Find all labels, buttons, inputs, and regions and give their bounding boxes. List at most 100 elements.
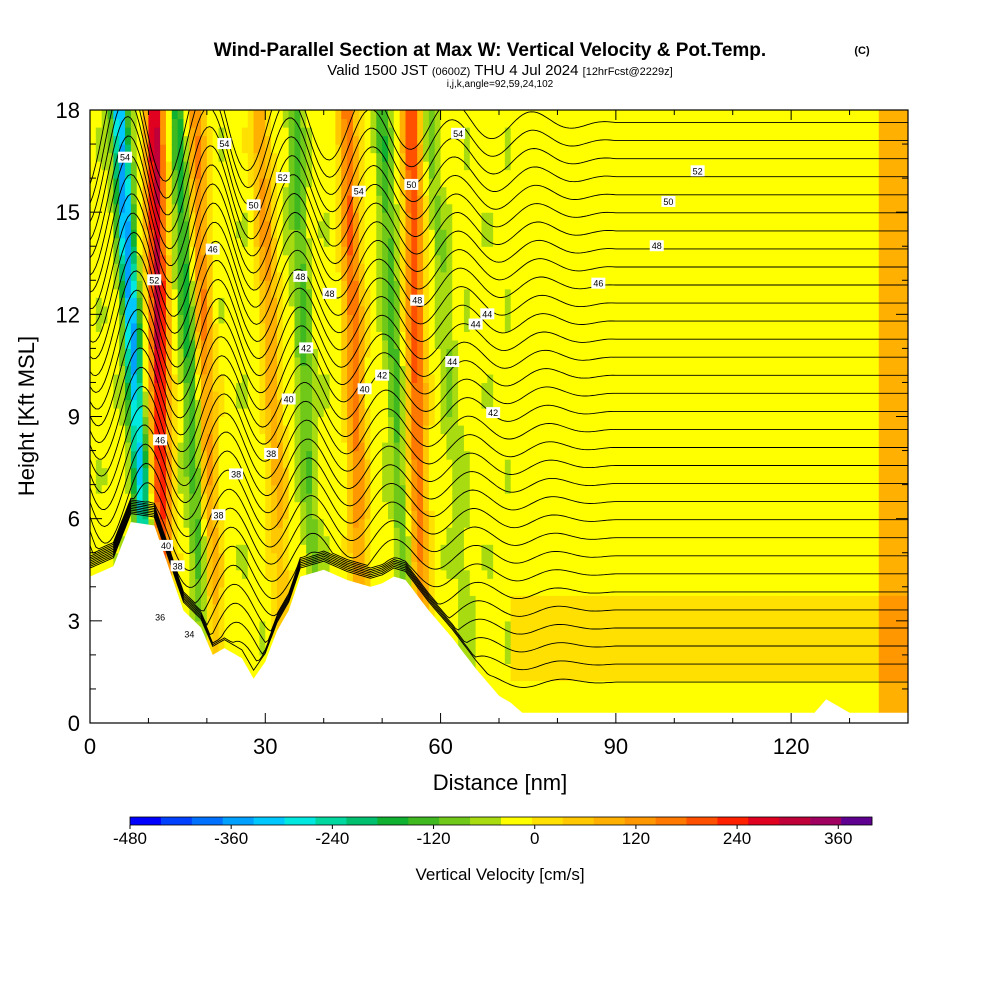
forecast-info: [12hrFcst@2229z] — [583, 66, 673, 78]
theta-contour — [90, 154, 908, 276]
colorbar-tick-label: -360 — [214, 829, 248, 848]
theta-contour — [90, 115, 908, 241]
colorbar-tick-label: -480 — [113, 829, 147, 848]
theta-contour — [90, 513, 908, 688]
contour-label-bg — [264, 447, 279, 459]
x-tick-label: 30 — [253, 734, 277, 759]
theta-contour — [90, 309, 908, 410]
y-tick-label: 3 — [68, 609, 80, 634]
x-tick-label: 60 — [428, 734, 452, 759]
valid-utc: (0600Z) — [432, 66, 471, 78]
contour-label-text: 50 — [249, 200, 259, 210]
colorbar-tick-label: 120 — [622, 829, 650, 848]
colorbar-swatch — [810, 817, 842, 825]
contour-label: 42 — [486, 407, 501, 419]
contour-label: 34 — [182, 628, 197, 640]
contour-label-text: 46 — [208, 245, 218, 255]
y-tick-label: 15 — [56, 200, 80, 225]
valid-time: Valid 1500 JST — [327, 62, 427, 79]
contour-label-text: 44 — [447, 357, 457, 367]
theta-contour — [90, 231, 908, 343]
colorbar-swatch — [841, 817, 873, 825]
contour-label-bg — [486, 407, 501, 419]
x-axis-label: Distance [nm] — [433, 770, 568, 795]
contour-label-bg — [170, 560, 185, 572]
contour-label: 50 — [404, 178, 419, 190]
colorbar-swatch — [439, 817, 471, 825]
theta-contour — [90, 270, 908, 377]
colorbar-swatch — [562, 817, 595, 825]
contour-label-text: 50 — [663, 197, 673, 207]
theta-contour — [90, 173, 908, 293]
theta-contour — [90, 212, 908, 326]
theta-contour — [90, 135, 908, 259]
y-tick-label: 6 — [68, 507, 80, 532]
contour-label-bg — [147, 274, 162, 286]
contour-label-text: 52 — [693, 166, 703, 176]
contour-label-bg — [351, 185, 366, 197]
theta-contours — [90, 110, 908, 688]
contour-label: 40 — [281, 393, 296, 405]
theta-contour — [90, 462, 908, 544]
theta-contour — [90, 251, 908, 360]
colorbar-swatch — [470, 817, 502, 825]
colorbar-swatch — [624, 817, 656, 825]
grid-indices: i,j,k,angle=92,59,24,102 — [447, 79, 554, 90]
theta-contour — [90, 482, 908, 554]
contour-label-bg — [591, 277, 606, 289]
theta-contour — [90, 110, 908, 204]
contour-label-bg — [217, 138, 232, 150]
theta-contour — [90, 443, 908, 527]
contour-label-bg — [690, 165, 705, 177]
contour-label: 52 — [147, 274, 162, 286]
contour-label-text: 40 — [284, 394, 294, 404]
contour-label-bg — [322, 287, 337, 299]
contour-label-bg — [118, 151, 133, 163]
contour-label: 36 — [153, 611, 168, 623]
contour-label-bg — [404, 178, 419, 190]
colorbar-swatch — [748, 817, 780, 825]
chart-subtitle: Valid 1500 JST (0600Z) THU 4 Jul 2024 [1… — [327, 62, 672, 79]
contour-label-bg — [182, 628, 197, 640]
contour-label-bg — [445, 356, 460, 368]
plot-area: 3436383838384040404242424444444646464848… — [90, 110, 908, 723]
x-tick-label: 90 — [604, 734, 628, 759]
contour-label: 48 — [649, 240, 664, 252]
contour-label: 42 — [299, 342, 314, 354]
theta-contour — [90, 385, 908, 477]
colorbar-swatch — [717, 817, 749, 825]
colorbar-swatch — [253, 817, 285, 825]
contour-label-bg — [158, 539, 173, 551]
contour-label: 48 — [410, 294, 425, 306]
colorbar-swatch — [346, 817, 378, 825]
contour-label-text: 38 — [173, 561, 183, 571]
contour-label: 46 — [591, 277, 606, 289]
contour-label-bg — [468, 318, 483, 330]
contour-label-text: 44 — [482, 309, 492, 319]
colorbar-swatch — [222, 817, 254, 825]
contour-label-bg — [451, 127, 466, 139]
theta-contour — [90, 501, 908, 588]
contour-label-bg — [410, 294, 425, 306]
theta-contour — [90, 502, 908, 604]
contour-label: 48 — [322, 287, 337, 299]
contour-label-bg — [275, 172, 290, 184]
colorbar-swatch — [191, 817, 224, 825]
contour-label: 54 — [451, 127, 466, 139]
contour-label: 54 — [118, 151, 133, 163]
contour-label-text: 46 — [155, 435, 165, 445]
contour-label-text: 48 — [325, 289, 335, 299]
theta-contour — [90, 193, 908, 310]
contour-label-bg — [375, 369, 390, 381]
theta-contour — [90, 328, 908, 427]
contour-label-text: 48 — [295, 272, 305, 282]
contour-label-text: 40 — [360, 384, 370, 394]
theta-contour — [90, 511, 908, 671]
contour-label: 40 — [158, 539, 173, 551]
contour-label-text: 52 — [149, 275, 159, 285]
contour-label-bg — [229, 468, 244, 480]
terrain — [90, 522, 908, 723]
colorbar-label: Vertical Velocity [cm/s] — [415, 865, 584, 884]
contour-label: 38 — [264, 447, 279, 459]
